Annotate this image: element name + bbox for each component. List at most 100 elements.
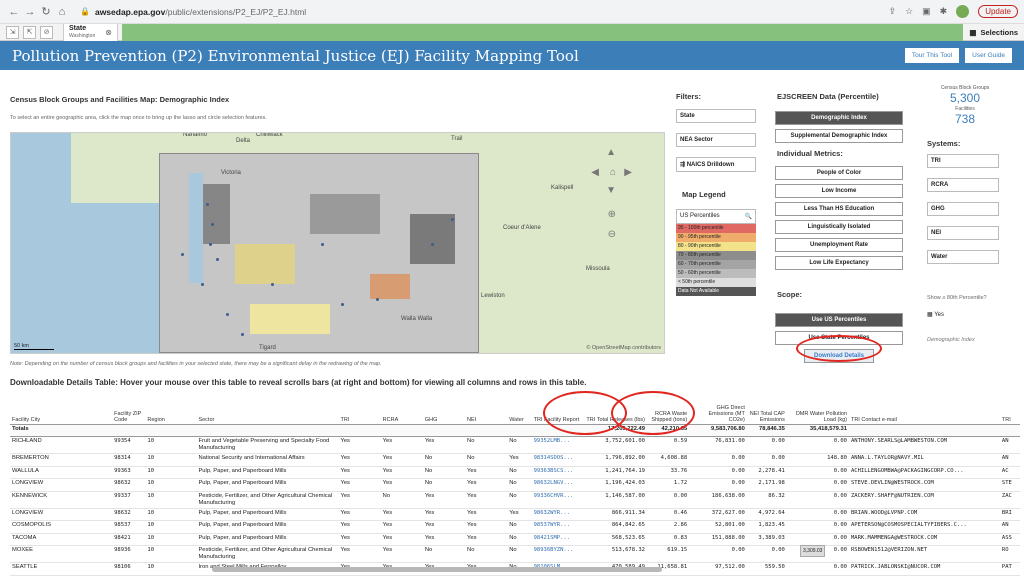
facility-marker[interactable]: [451, 218, 454, 221]
selection-back-icon[interactable]: ⇲: [6, 25, 19, 39]
avatar[interactable]: [956, 5, 970, 18]
reload-icon[interactable]: ↻: [41, 6, 51, 18]
address-bar[interactable]: 🔒 awsedap.epa.gov/public/extensions/P2_E…: [80, 7, 860, 17]
table-row[interactable]: COSMOPOLIS 98537 10 Pulp, Paper, and Paperb…: [10, 520, 1020, 534]
facility-marker[interactable]: [211, 223, 214, 226]
pan-right-icon[interactable]: ▶: [624, 167, 632, 178]
forward-icon[interactable]: →: [24, 5, 36, 18]
facility-marker[interactable]: [271, 283, 274, 286]
totals-cell: [465, 424, 508, 437]
table-cell[interactable]: 98421SMP...: [531, 533, 583, 546]
puzzle-icon[interactable]: ✱: [939, 6, 948, 16]
table-row[interactable]: WALLULA 99363 10 Pulp, Paper, and Paperboar…: [10, 466, 1020, 479]
facility-map[interactable]: Nanaimo Chilliwack Delta Trail Victoria …: [10, 132, 665, 354]
table-cell[interactable]: 99363BSCS...: [531, 466, 583, 479]
selections-button[interactable]: ▦ Selections: [969, 28, 1018, 37]
user-guide-button[interactable]: User Guide: [965, 48, 1012, 63]
facility-marker[interactable]: [226, 313, 229, 316]
us-percentiles-button[interactable]: Use US Percentiles: [775, 313, 903, 327]
pan-left-icon[interactable]: ◀: [591, 167, 599, 178]
table-cell[interactable]: 98314SDOS...: [531, 453, 583, 467]
details-table[interactable]: Facility City Facility ZIP Code Region Sect…: [10, 394, 1020, 576]
selection-tab-state[interactable]: State Washington ⊗: [63, 23, 118, 41]
nea-sector-filter[interactable]: NEA Sector: [676, 133, 756, 147]
facility-marker[interactable]: [241, 333, 244, 336]
extension-icon[interactable]: ▣: [922, 6, 931, 16]
system-filter[interactable]: Water: [927, 250, 999, 264]
metric-button[interactable]: Low Income: [775, 184, 903, 198]
column-header[interactable]: DMR Water Pollution Load (kg): [786, 394, 849, 425]
system-filter[interactable]: NEI: [927, 226, 999, 240]
column-header[interactable]: GHG Direct Emissions (MT CO2e): [689, 394, 747, 425]
pan-up-icon[interactable]: ▲: [606, 147, 616, 158]
systems-panel: Systems: TRI RCRA GHG NEI Water Show ≥ 8…: [927, 139, 999, 343]
table-cell[interactable]: 99352LMB...: [531, 436, 583, 454]
bookmark-icon[interactable]: ☆: [905, 6, 914, 16]
share-icon[interactable]: ⇪: [888, 6, 897, 16]
facility-marker[interactable]: [431, 243, 434, 246]
demographic-index-button[interactable]: Demographic Index: [775, 111, 903, 125]
map-home-icon[interactable]: ⌂: [609, 167, 616, 178]
facility-marker[interactable]: [341, 303, 344, 306]
zoom-in-icon[interactable]: ⊕: [607, 209, 616, 220]
system-filter[interactable]: GHG: [927, 202, 999, 216]
column-header[interactable]: TRI: [999, 394, 1020, 425]
facility-marker[interactable]: [209, 243, 212, 246]
table-row[interactable]: BREMERTON 98314 10 National Security and In…: [10, 453, 1020, 467]
home-icon[interactable]: ⌂: [58, 5, 66, 18]
table-row[interactable]: TACOMA 98421 10 Pulp, Paper, and Paperboard…: [10, 533, 1020, 546]
supplemental-index-button[interactable]: Supplemental Demographic Index: [775, 129, 903, 143]
naics-drilldown-filter[interactable]: ⇶ NAICS Drilldown: [676, 157, 756, 172]
table-cell[interactable]: 98537WYR...: [531, 520, 583, 534]
system-filter[interactable]: TRI: [927, 154, 999, 168]
system-filter[interactable]: RCRA: [927, 178, 999, 192]
table-cell[interactable]: 98632WYR...: [531, 508, 583, 521]
table-cell[interactable]: 98632LNGV...: [531, 478, 583, 492]
table-cell: STE: [999, 478, 1020, 492]
column-header[interactable]: TRI: [338, 394, 381, 425]
clear-selections-icon[interactable]: ⊘: [40, 25, 53, 39]
table-row[interactable]: LONGVIEW 98632 10 Pulp, Paper, and Paperboa…: [10, 478, 1020, 492]
horizontal-scrollbar[interactable]: [212, 567, 662, 572]
table-row[interactable]: KENNEWICK 99337 10 Pesticide, Fertilizer, a…: [10, 491, 1020, 509]
metric-button[interactable]: Low Life Expectancy: [775, 256, 903, 270]
table-cell: 513,678.32: [582, 545, 647, 563]
table-row[interactable]: RICHLAND 99354 10 Fruit and Vegetable Prese…: [10, 436, 1020, 454]
column-header[interactable]: Facility City: [10, 394, 113, 425]
facility-marker[interactable]: [181, 253, 184, 256]
update-button[interactable]: Update: [978, 5, 1018, 18]
zoom-out-icon[interactable]: ⊖: [607, 229, 616, 240]
app-header: Pollution Prevention (P2) Environmental …: [0, 41, 1024, 70]
column-header[interactable]: NEI Total CAP Emissions: [746, 394, 787, 425]
column-header[interactable]: Facility ZIP Code: [112, 394, 146, 425]
state-filter[interactable]: State: [676, 109, 756, 123]
column-header[interactable]: GHG: [422, 394, 466, 425]
facility-marker[interactable]: [376, 298, 379, 301]
back-icon[interactable]: ←: [8, 5, 20, 18]
table-row[interactable]: LONGVIEW 98632 10 Pulp, Paper, and Paperboa…: [10, 508, 1020, 521]
pan-down-icon[interactable]: ▼: [606, 185, 616, 196]
legend-search[interactable]: US Percentiles 🔍: [676, 209, 756, 224]
column-header[interactable]: Region: [145, 394, 197, 425]
metric-button[interactable]: People of Color: [775, 166, 903, 180]
yes-label: Yes: [934, 312, 945, 318]
facility-marker[interactable]: [201, 283, 204, 286]
show80-checkbox[interactable]: ▦ Yes: [927, 312, 945, 318]
table-row[interactable]: MOXEE 98936 10 Pesticide, Fertilizer, and O…: [10, 545, 1020, 563]
clear-selection-icon[interactable]: ⊗: [105, 27, 112, 37]
selection-forward-icon[interactable]: ⇱: [23, 25, 36, 39]
column-header[interactable]: Sector: [196, 394, 339, 425]
metric-button[interactable]: Less Than HS Education: [775, 202, 903, 216]
table-cell[interactable]: 99336CHVR...: [531, 491, 583, 509]
facility-marker[interactable]: [216, 258, 219, 261]
metric-button[interactable]: Unemployment Rate: [775, 238, 903, 252]
facility-marker[interactable]: [206, 203, 209, 206]
metric-button[interactable]: Linguistically Isolated: [775, 220, 903, 234]
tour-button[interactable]: Tour This Tool: [904, 48, 960, 63]
facility-marker[interactable]: [321, 243, 324, 246]
column-header[interactable]: TRI Contact e-mail: [848, 394, 1000, 425]
table-cell[interactable]: 98936BYZN...: [531, 545, 583, 563]
column-header[interactable]: RCRA: [380, 394, 423, 425]
column-header[interactable]: Water: [507, 394, 532, 425]
column-header[interactable]: NEI: [465, 394, 508, 425]
